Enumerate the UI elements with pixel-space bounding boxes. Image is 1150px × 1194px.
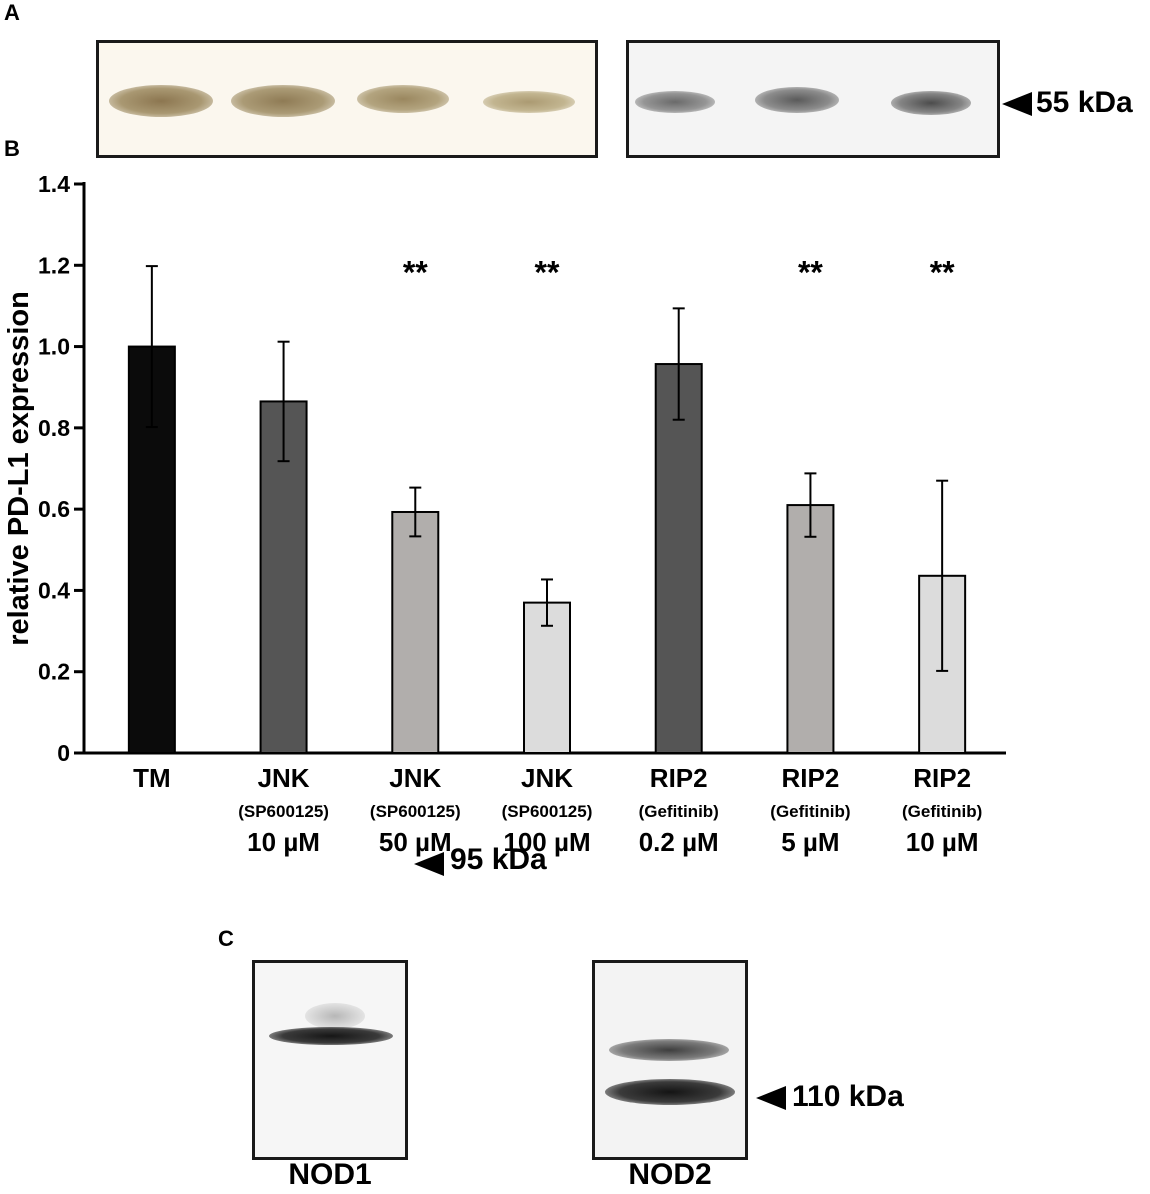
y-axis-title: relative PD-L1 expression <box>3 291 35 646</box>
y-tick-label: 1.4 <box>38 171 70 197</box>
blot-name-nod1: NOD1 <box>288 1158 372 1191</box>
x-tick-sublabel: (SP600125) <box>370 802 461 821</box>
blot-name-nod2: NOD2 <box>628 1158 712 1191</box>
blot-band <box>483 91 575 113</box>
blot-band <box>891 91 971 115</box>
bar-chart: 0 0.2 0.4 0.6 0.8 1.0 1.2 1.4 relative PD-L1 exp… <box>3 171 1006 857</box>
western-blot-a-right <box>626 40 1000 158</box>
x-tick-sublabel: (SP600125) <box>238 802 329 821</box>
marker-label-55kda: 55 kDa <box>1036 86 1133 119</box>
marker-label-110kda: 110 kDa <box>792 1080 904 1113</box>
x-tick-sublabel: (Gefitinib) <box>639 802 719 821</box>
western-blot-nod1 <box>252 960 408 1160</box>
y-tick-label: 0.8 <box>38 415 70 441</box>
arrowhead-icon <box>414 852 444 876</box>
blot-band <box>755 87 839 113</box>
x-tick-dose-label: 5 µM <box>781 827 839 857</box>
blot-band <box>609 1039 729 1061</box>
blot-band <box>269 1027 393 1045</box>
x-tick-dose-label: 100 µM <box>503 827 590 857</box>
bar <box>259 400 308 754</box>
y-tick-label: 1.0 <box>38 334 70 360</box>
y-tick-label: 0.4 <box>38 577 70 603</box>
x-tick-label: JNK <box>521 763 573 793</box>
blot-band <box>305 1003 365 1029</box>
blot-band <box>605 1079 735 1105</box>
arrowhead-icon <box>1002 92 1032 116</box>
bar <box>654 363 703 754</box>
y-tick-label: 0.2 <box>38 659 70 685</box>
x-tick-label: TM <box>133 763 171 793</box>
western-blot-a-left <box>96 40 598 158</box>
significance-marker: ** <box>930 254 955 290</box>
x-tick-label: JNK <box>258 763 310 793</box>
blot-band <box>635 91 715 113</box>
panel-c-label: C <box>218 926 234 951</box>
chart-labels: 0 0.2 0.4 0.6 0.8 1.0 1.2 1.4 relative PD-L1 exp… <box>3 171 982 857</box>
y-tick-label: 1.2 <box>38 252 70 278</box>
x-tick-sublabel: (SP600125) <box>502 802 593 821</box>
blot-band <box>231 85 335 117</box>
y-tick-label: 0.6 <box>38 496 70 522</box>
x-tick-dose-label: 10 µM <box>906 827 979 857</box>
x-tick-label: RIP2 <box>650 763 708 793</box>
x-tick-sublabel: (Gefitinib) <box>770 802 850 821</box>
significance-marker: ** <box>403 254 428 290</box>
arrowhead-icon <box>756 1086 786 1110</box>
x-tick-label: RIP2 <box>913 763 971 793</box>
bar <box>391 510 440 754</box>
bar <box>523 601 571 754</box>
blot-band <box>109 85 213 117</box>
blot-band <box>357 85 449 113</box>
x-tick-dose-label: 10 µM <box>247 827 320 857</box>
western-blot-nod2 <box>592 960 748 1160</box>
panel-a-label: A <box>4 0 20 25</box>
x-tick-sublabel: (Gefitinib) <box>902 802 982 821</box>
marker-label-95kda: 95 kDa <box>450 843 547 876</box>
bar <box>786 504 835 755</box>
significance-marker: ** <box>535 254 560 290</box>
significance-marker: ** <box>798 254 823 290</box>
y-tick-label: 0 <box>57 740 70 766</box>
x-tick-label: RIP2 <box>782 763 840 793</box>
x-tick-label: JNK <box>389 763 441 793</box>
x-tick-dose-label: 0.2 µM <box>639 827 719 857</box>
chart-bars <box>127 265 967 755</box>
panel-b-label: B <box>4 136 20 161</box>
